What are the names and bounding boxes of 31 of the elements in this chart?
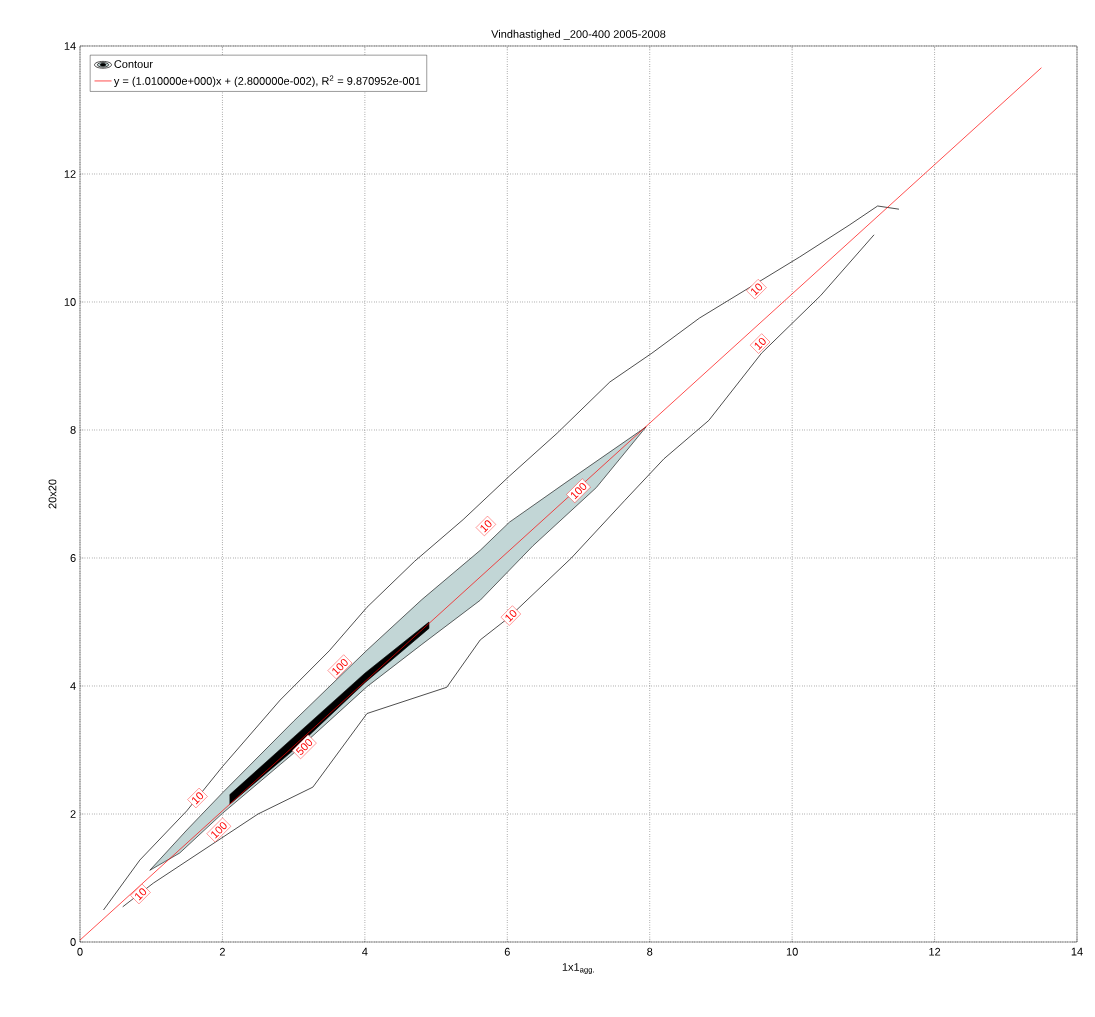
annotation: 10 — [505, 609, 517, 623]
chart-title: Vindhastighed _200-400 2005-2008 — [491, 29, 666, 41]
y-tick-label: 12 — [64, 170, 76, 178]
x-tick-label: 4 — [362, 947, 368, 956]
x-tick-label: 12 — [929, 947, 941, 956]
annotation: 100 — [211, 822, 227, 839]
legend-label: y = (1.010000e+000)x + (2.800000e-002), R$^{2}$ = 9.870952e-001 — [113, 75, 421, 88]
y-tick-label: 8 — [70, 426, 76, 434]
x-tick-label: 14 — [1071, 947, 1083, 956]
annotation: 100 — [570, 482, 587, 500]
x-tick-label: 8 — [647, 947, 653, 956]
annotation: 10 — [135, 888, 147, 901]
y-axis-title: 20x20 — [48, 479, 57, 509]
y-tick-label: 4 — [70, 682, 76, 690]
x-axis-title: 1x1$_{agg.}$ — [562, 963, 594, 974]
x-tick-label: 6 — [504, 947, 510, 956]
x-tick-label: 10 — [786, 947, 798, 956]
y-tick-label: 0 — [70, 938, 76, 946]
annotation: 10 — [480, 520, 492, 533]
legend-label: Contour — [114, 60, 153, 68]
y-tick-label: 6 — [70, 554, 76, 562]
y-tick-label: 14 — [64, 42, 76, 50]
annotation: 10 — [751, 283, 763, 296]
x-tick-label: 2 — [219, 947, 225, 956]
annotation: 100 — [332, 658, 348, 676]
x-tick-label: 0 — [77, 947, 83, 956]
annotation: 10 — [754, 337, 766, 350]
annotation: 10 — [192, 792, 204, 805]
y-tick-label: 10 — [64, 298, 76, 306]
annotation: 500 — [295, 738, 313, 755]
y-tick-label: 2 — [70, 810, 76, 818]
